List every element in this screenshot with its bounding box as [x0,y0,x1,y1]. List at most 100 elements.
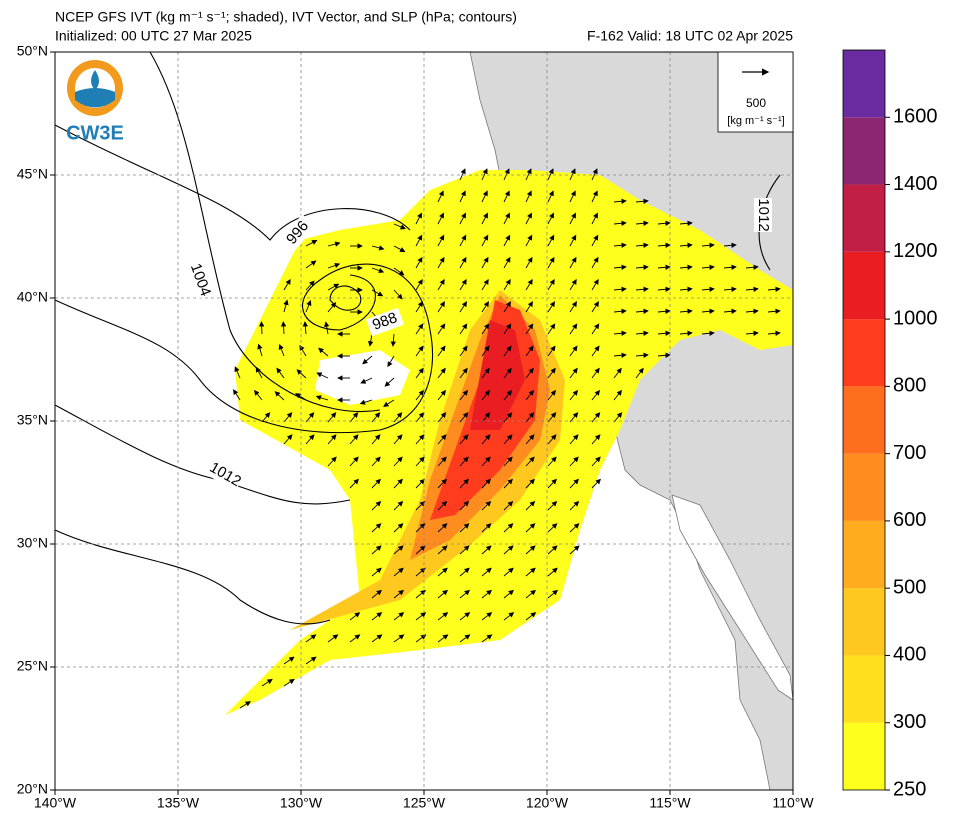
ivt-vector [437,612,449,621]
ivt-vector [327,634,339,643]
ivt-vector [261,678,273,687]
ivt-vector [767,286,781,292]
ivt-vector [525,412,535,423]
ivt-vector [547,456,557,467]
ivt-vector [481,523,492,533]
ivt-vector [569,234,577,247]
ivt-vector [613,264,627,270]
x-tick-label: 115°W [649,795,691,811]
ivt-vector [349,456,359,467]
ivt-vector [503,301,511,313]
colorbar-box [843,386,885,454]
ivt-hole [315,350,410,405]
ivt-vector [635,220,649,226]
ivt-vector [383,399,395,407]
ivt-vector [371,412,381,423]
ivt-vector [569,301,577,313]
ivt-vector [613,198,627,204]
ivt-vector [745,330,759,336]
ivt-vector [679,264,693,270]
colorbar-label: 1200 [893,240,938,262]
ivt-vector [371,289,384,297]
ivt-vector [701,308,715,314]
ivt-vector [459,367,468,379]
colorbar-label: 250 [893,778,926,800]
ivt-vector [569,389,579,401]
ivt-vector [393,545,404,555]
contour [54,263,434,434]
reference-unit: [kg m⁻¹ s⁻¹] [727,115,784,127]
contour-label-bg [205,458,245,492]
ivt-vector [315,395,329,401]
contour-label: 1012 [755,198,772,231]
ivt-vector [503,389,513,401]
ivt-vector [635,242,649,248]
ivt-vector [481,389,491,401]
ivt-vector [503,612,515,621]
ivt-vector [362,355,373,365]
ivt-vector [437,345,446,357]
ivt-vector [569,523,580,533]
ivt-vector [305,240,318,247]
ivt-vector [613,412,623,423]
ivt-vector [257,343,263,357]
ivt-vector [415,589,427,599]
ivt-vector [481,478,491,489]
ivt-vector [415,545,426,555]
ivt-vector [569,323,578,335]
ivt-vector [349,612,361,621]
ivt-vector [525,434,535,445]
y-tick-label: 20°N [17,781,48,797]
ivt-vector [258,321,265,335]
ivt-vector [459,567,470,577]
ivt-vector [327,302,337,313]
ivt-vector [437,523,448,533]
ivt-vector [613,352,627,358]
ivt-vector [701,264,715,270]
ivt-vector [327,456,337,467]
ivt-vector [459,190,466,203]
ivt-vector [591,168,598,181]
ivt-vector [305,260,317,269]
ivt-vector [360,377,373,384]
y-tick-label: 40°N [17,289,48,305]
ivt-vector [547,323,556,335]
ivt-vector [437,367,446,379]
ivt-vector [415,323,424,335]
ivt-vector [393,456,403,467]
ivt-vector [569,500,580,511]
ivt-vector [657,242,671,248]
ivt-vector [525,612,537,621]
contour-label-bg [365,307,405,337]
ivt-vector [283,678,295,687]
ivt-vector [547,278,555,291]
ivt-vector [679,286,693,292]
ivt-vector [591,323,600,335]
contour [54,529,331,625]
colorbar-box [843,184,885,252]
ivt-vector [569,256,577,269]
ivt-vector [481,278,489,291]
contour [149,51,381,412]
ivt-vector [547,190,554,203]
ivt-vector [459,256,467,269]
ivt-vector [393,500,404,511]
ivt-vector [569,478,579,489]
contour-label-bg [280,214,316,252]
ivt-vector [591,345,600,357]
ivt-vector [503,412,513,423]
ivt-vector [701,286,715,292]
ivt-vector [437,256,445,269]
ivt-vector [349,478,359,489]
colorbar-box [843,50,885,118]
ivt-vector [525,478,535,489]
ivt-vector [305,434,315,445]
ivt-vector [437,234,445,247]
ivt-vector [503,234,511,247]
ivt-vector [723,242,737,248]
ivt-vector [481,212,488,225]
ivt-vector [547,256,555,269]
ivt-vector [503,478,513,489]
ivt-vector [701,330,715,336]
ivt-vector [305,412,315,423]
